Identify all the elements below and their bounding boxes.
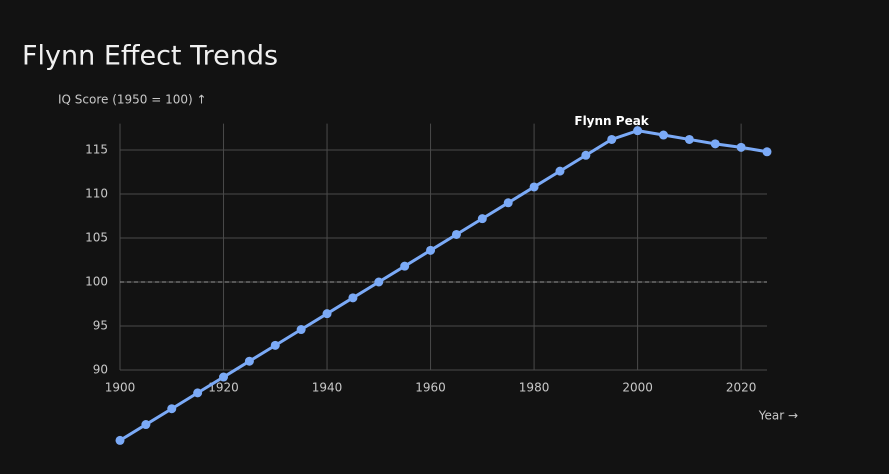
annotation: Flynn Peak <box>574 114 649 128</box>
chart-title: Flynn Effect Trends <box>22 41 278 72</box>
data-point <box>710 139 720 149</box>
y-axis-label: IQ Score (1950 = 100) ↑ <box>58 93 207 107</box>
data-point <box>658 130 668 140</box>
x-tick-label: 1900 <box>105 381 136 395</box>
data-point <box>555 166 565 176</box>
data-point <box>762 147 772 157</box>
x-axis-label: Year → <box>758 409 798 423</box>
data-point <box>736 142 746 152</box>
data-point <box>581 150 591 160</box>
y-tick-label: 105 <box>85 231 108 245</box>
data-point <box>219 372 229 382</box>
data-point <box>115 435 125 445</box>
y-tick-label: 100 <box>85 275 108 289</box>
x-tick-label: 1940 <box>312 381 343 395</box>
data-point <box>607 134 617 144</box>
y-tick-label: 95 <box>93 319 108 333</box>
y-tick-label: 90 <box>93 363 108 377</box>
data-point <box>322 309 332 319</box>
data-point <box>529 182 539 192</box>
data-point <box>503 198 513 208</box>
data-point <box>374 277 384 287</box>
y-tick-label: 115 <box>85 143 108 157</box>
x-tick-label: 2000 <box>622 381 653 395</box>
x-tick-label: 1980 <box>519 381 550 395</box>
data-point <box>477 214 487 224</box>
y-tick-label: 110 <box>85 187 108 201</box>
data-point <box>270 340 280 350</box>
data-point <box>167 404 177 414</box>
x-tick-label: 1920 <box>208 381 239 395</box>
x-tick-label: 2020 <box>726 381 757 395</box>
data-point <box>141 420 151 430</box>
data-point <box>348 293 358 303</box>
data-point <box>633 126 643 136</box>
data-point <box>451 229 461 239</box>
data-point <box>684 134 694 144</box>
data-point <box>244 356 254 366</box>
x-tick-label: 1960 <box>415 381 446 395</box>
data-point <box>296 325 306 335</box>
data-point <box>426 245 436 255</box>
data-point <box>193 388 203 398</box>
data-point <box>400 261 410 271</box>
